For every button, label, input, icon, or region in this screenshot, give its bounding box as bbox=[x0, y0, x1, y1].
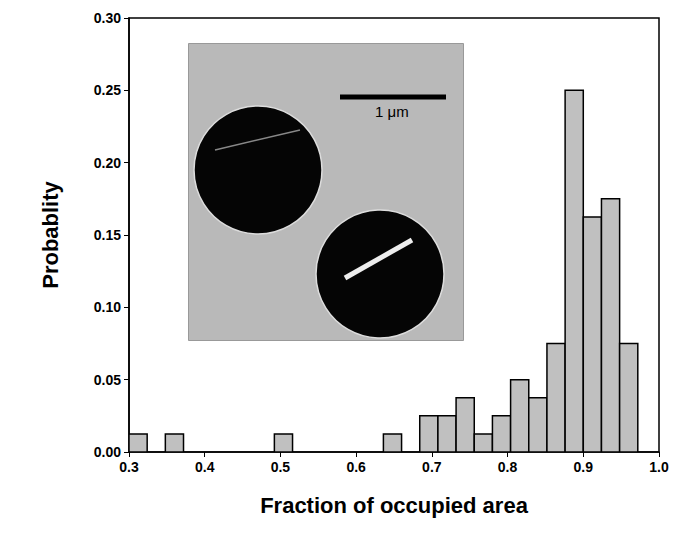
svg-text:0.20: 0.20 bbox=[94, 155, 121, 171]
svg-text:0.30: 0.30 bbox=[94, 10, 121, 26]
svg-text:1.0: 1.0 bbox=[649, 459, 669, 475]
svg-text:1 μm: 1 μm bbox=[375, 103, 409, 120]
svg-text:0.25: 0.25 bbox=[94, 82, 121, 98]
svg-text:Fraction of occupied area: Fraction of occupied area bbox=[260, 493, 528, 518]
svg-text:0.10: 0.10 bbox=[94, 299, 121, 315]
svg-text:0.7: 0.7 bbox=[422, 459, 442, 475]
svg-text:0.3: 0.3 bbox=[119, 459, 139, 475]
svg-text:0.15: 0.15 bbox=[94, 227, 121, 243]
svg-text:0.4: 0.4 bbox=[195, 459, 215, 475]
svg-text:0.00: 0.00 bbox=[94, 444, 121, 460]
svg-text:0.5: 0.5 bbox=[271, 459, 291, 475]
svg-text:0.05: 0.05 bbox=[94, 372, 121, 388]
svg-text:0.8: 0.8 bbox=[498, 459, 518, 475]
svg-text:0.6: 0.6 bbox=[346, 459, 366, 475]
svg-text:Probablity: Probablity bbox=[38, 180, 63, 288]
svg-text:0.9: 0.9 bbox=[574, 459, 594, 475]
